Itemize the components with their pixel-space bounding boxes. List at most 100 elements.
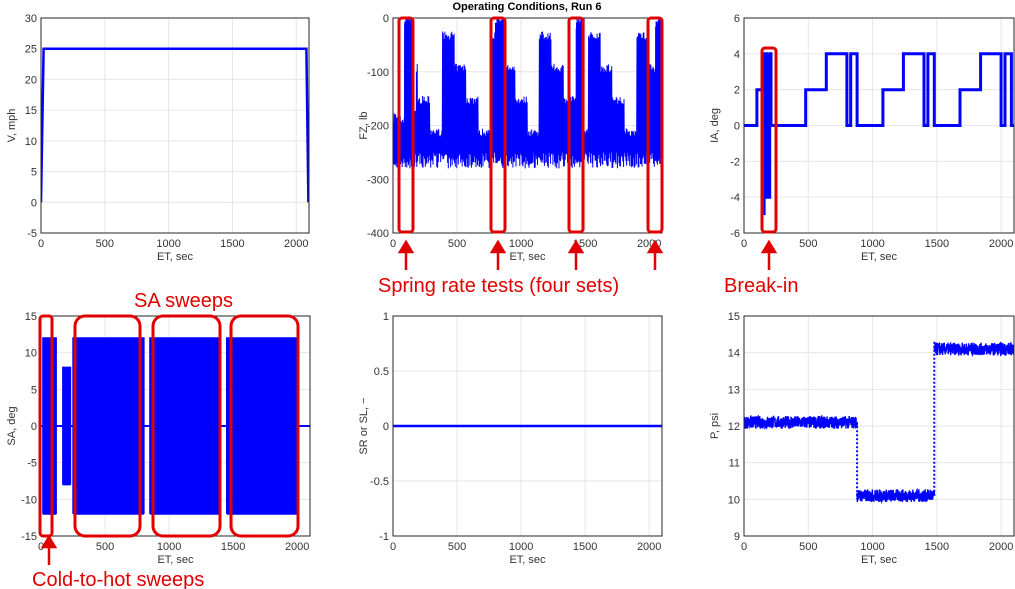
x-tick-label: 1500 (925, 238, 949, 250)
y-tick-label: 14 (728, 348, 740, 360)
x-axis-label: ET, sec (861, 251, 898, 263)
chart-panel-5: 0 500 1000 1500 2000 -1 -0.5 0 0.5 1 ET, sec SR or … (358, 311, 663, 566)
y-tick-label: 6 (734, 13, 740, 25)
y-tick-label: 25 (25, 44, 37, 56)
y-tick-label: 10 (25, 348, 37, 360)
cold-to-hot-annotation: Cold-to-hot sweeps (32, 569, 204, 589)
series-layer (41, 337, 310, 515)
y-tick-label: 2 (734, 85, 740, 97)
x-tick-label: 500 (799, 541, 817, 553)
x-tick-label: 0 (741, 238, 747, 250)
x-tick-label: 500 (96, 541, 114, 553)
sa-sweep-box-3 (229, 314, 300, 538)
y-tick-label: -400 (367, 228, 389, 240)
x-tick-label: 500 (448, 541, 466, 553)
x-tick-label: 1000 (509, 238, 533, 250)
y-axis-label: SR or SL, − (358, 397, 370, 454)
x-axis-label: ET, sec (509, 554, 546, 566)
sa-sweep-trace (149, 337, 220, 515)
y-tick-label: 15 (25, 105, 37, 117)
x-tick-label: 2000 (285, 541, 309, 553)
sa-sweep-box-2 (151, 314, 222, 538)
y-tick-label: -5 (27, 458, 37, 470)
x-tick-label: 0 (38, 238, 44, 250)
y-tick-label: -200 (367, 121, 389, 133)
x-tick-label: 1000 (157, 541, 181, 553)
y-tick-label: -4 (730, 192, 740, 204)
x-tick-label: 1000 (509, 541, 533, 553)
series-layer (41, 47, 309, 203)
x-tick-label: 1000 (156, 238, 180, 250)
plot-area (41, 18, 309, 233)
sa-sweep-trace (42, 337, 57, 515)
pressure-trace (744, 415, 858, 431)
sa-sweep-box-1 (73, 314, 142, 538)
x-tick-label: 500 (96, 238, 114, 250)
spring-rate-trace (494, 18, 504, 164)
sa-dense-band (42, 400, 56, 452)
y-tick-label: 30 (25, 13, 37, 25)
chart-panel-6: 0 500 1000 1500 2000 9 10 11 12 13 14 15 ET, sec P, p… (709, 311, 1015, 566)
series-line (41, 47, 309, 203)
y-tick-label: 0 (31, 421, 37, 433)
x-axis-label: ET, sec (157, 554, 194, 566)
y-tick-label: 10 (25, 136, 37, 148)
x-tick-label: 1000 (860, 238, 884, 250)
x-tick-label: 0 (390, 541, 396, 553)
spring-rate-box-2 (489, 16, 507, 234)
x-tick-label: 2000 (284, 238, 308, 250)
pressure-trace (856, 487, 936, 504)
sa-sweep-trace (62, 366, 72, 486)
x-tick-label: 1500 (220, 238, 244, 250)
x-tick-label: 1500 (925, 541, 949, 553)
series-layer (744, 341, 1014, 504)
y-axis-label: IA, deg (709, 108, 721, 143)
break-in-trace (765, 53, 771, 198)
sa-dense-band (226, 400, 298, 452)
y-axis-label: P, psi (709, 413, 721, 439)
y-tick-label: -0.5 (370, 476, 389, 488)
y-tick-label: 12 (728, 421, 740, 433)
arrow-icon (397, 239, 415, 270)
sa-dense-band (62, 400, 71, 452)
arrow-icon (40, 534, 58, 565)
y-axis-label: V, mph (6, 109, 18, 143)
spring-rate-trace (655, 18, 662, 164)
y-tick-label: 0 (383, 13, 389, 25)
y-tick-label: 4 (734, 49, 740, 61)
sa-dense-band (73, 400, 144, 452)
spring-rate-annotation: Spring rate tests (four sets) (378, 275, 619, 297)
y-tick-label: -6 (730, 228, 740, 240)
x-axis-label: ET, sec (157, 251, 194, 263)
x-axis-label: ET, sec (509, 251, 546, 263)
x-tick-label: 1500 (221, 541, 245, 553)
axes-frame (40, 17, 310, 234)
x-tick-label: 2000 (989, 541, 1013, 553)
y-tick-label: -300 (367, 174, 389, 186)
y-tick-label: 9 (734, 531, 740, 543)
y-tick-label: 20 (25, 74, 37, 86)
fz-trace (393, 31, 662, 169)
x-tick-label: 500 (799, 238, 817, 250)
x-tick-label: 1000 (860, 541, 884, 553)
y-tick-label: 0 (734, 121, 740, 133)
chart-panel-3: 0 500 1000 1500 2000 -6 -4 -2 0 2 4 6 ET, sec IA, deg (709, 13, 1015, 263)
x-tick-label: 1500 (573, 541, 597, 553)
y-tick-label: -2 (730, 156, 740, 168)
pressure-trace (933, 341, 1014, 358)
y-tick-label: 5 (31, 384, 37, 396)
arrow-icon (489, 239, 507, 270)
y-tick-label: 1 (383, 311, 389, 323)
y-tick-label: -15 (21, 531, 37, 543)
y-tick-label: -5 (27, 228, 37, 240)
sa-dense-band (149, 400, 220, 452)
x-tick-label: 0 (38, 541, 44, 553)
arrow-icon (760, 239, 778, 270)
y-tick-label: 15 (25, 311, 37, 323)
y-tick-label: 0 (383, 421, 389, 433)
spring-rate-box-3 (567, 16, 585, 234)
